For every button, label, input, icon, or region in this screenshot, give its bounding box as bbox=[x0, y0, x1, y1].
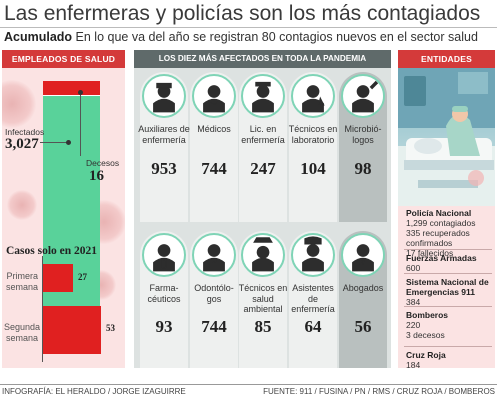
week-1-label-line2: semana bbox=[5, 282, 38, 292]
week-1-bar bbox=[43, 264, 73, 292]
week-2-label-line1: Segunda bbox=[4, 322, 41, 332]
entity-name: Sistema Nacional de Emergencias 911 bbox=[406, 277, 489, 297]
profession-value: 85 bbox=[254, 317, 272, 336]
entity-detail: 1,299 contagiados bbox=[406, 218, 476, 228]
entity-detail: 184 bbox=[406, 360, 421, 368]
profession-value: 98 bbox=[354, 159, 372, 178]
deaths-label: Decesos bbox=[86, 158, 120, 168]
entity-name: Cruz Roja bbox=[406, 350, 446, 360]
entity-item: Cruz Roja 184 bbox=[406, 350, 492, 368]
profession-label: Asistentes de enfermería bbox=[291, 283, 335, 314]
profession-label: Microbió-logos bbox=[344, 124, 382, 145]
pharmacist-icon bbox=[142, 233, 186, 277]
entity-divider bbox=[404, 346, 492, 347]
deaths-callout-line bbox=[80, 94, 81, 156]
entity-item: Sistema Nacional de Emergencias 911 384 bbox=[406, 277, 492, 307]
deaths-bar bbox=[43, 81, 100, 95]
profession-value: 247 bbox=[250, 159, 276, 178]
week-2-label: Segunda semana bbox=[4, 322, 41, 344]
entity-name: Fuerzas Armadas bbox=[406, 253, 477, 263]
footer-divider bbox=[0, 384, 497, 385]
entity-item: Policía Nacional 1,299 contagiados 335 rec… bbox=[406, 208, 492, 258]
entity-name: Policía Nacional bbox=[406, 208, 472, 218]
infected-callout-dot bbox=[66, 140, 71, 145]
profession-value: 93 bbox=[155, 317, 173, 336]
virus-decoration-icon bbox=[7, 190, 37, 220]
hospital-illustration bbox=[398, 68, 495, 206]
week-1-value: 27 bbox=[78, 272, 87, 282]
cases-2021-title: Casos solo en 2021 bbox=[6, 245, 98, 257]
entity-detail: 220 bbox=[406, 320, 421, 330]
week-1-label-line1: Primera bbox=[6, 271, 38, 281]
week-2-value: 53 bbox=[106, 323, 115, 333]
infected-callout-line bbox=[40, 142, 68, 143]
lawyer-icon bbox=[341, 233, 385, 277]
page-lead: Acumulado En lo que va del año se regist… bbox=[4, 30, 478, 44]
profession-value: 953 bbox=[151, 159, 177, 178]
nursing-assistant-icon bbox=[291, 233, 335, 277]
nurse-icon bbox=[241, 74, 285, 118]
week-2-bar bbox=[43, 306, 101, 354]
entities-panel: ENTIDADES Policía Nacional 1,299 contagia… bbox=[398, 50, 495, 368]
lead-text: En lo que va del año se registran 80 con… bbox=[75, 30, 478, 44]
health-employees-header: EMPLEADOS DE SALUD bbox=[2, 50, 125, 68]
profession-value: 104 bbox=[300, 159, 326, 178]
profession-value: 744 bbox=[201, 159, 227, 178]
profession-label: Técnicos en salud ambiental bbox=[238, 283, 288, 314]
infographic-credit: INFOGRAFÍA: EL HERALDO / JORGE IZAGUIRRE bbox=[2, 387, 186, 396]
entity-divider bbox=[404, 273, 492, 274]
dentist-icon bbox=[192, 233, 236, 277]
profession-label: Lic. en enfermería bbox=[241, 124, 285, 145]
doctor-icon bbox=[192, 74, 236, 118]
page-title: Las enfermeras y policías son los más co… bbox=[4, 2, 481, 25]
deaths-bar-edge bbox=[43, 95, 100, 96]
profession-label: Auxiliares de enfermería bbox=[138, 124, 190, 145]
infected-label: Infectados bbox=[5, 127, 45, 137]
environmental-technician-icon bbox=[241, 233, 285, 277]
top-ten-panel: LOS DIEZ MÁS AFECTADOS EN TODA LA PANDEM… bbox=[134, 50, 391, 368]
profession-value: 56 bbox=[354, 317, 372, 336]
profession-label: Abogados bbox=[342, 283, 384, 293]
profession-value: 744 bbox=[201, 317, 227, 336]
weeks-axis bbox=[42, 256, 43, 362]
profession-label: Farma-céuticos bbox=[147, 283, 181, 304]
lead-bold: Acumulado bbox=[4, 30, 73, 44]
top-ten-header: LOS DIEZ MÁS AFECTADOS EN TODA LA PANDEM… bbox=[134, 50, 391, 68]
hospital-photo bbox=[398, 68, 495, 206]
entity-detail: 384 bbox=[406, 297, 421, 307]
title-divider bbox=[0, 27, 497, 28]
microbiologist-icon bbox=[341, 74, 385, 118]
infected-value: 3,027 bbox=[5, 136, 39, 152]
nurse-assistant-icon bbox=[142, 74, 186, 118]
entity-detail: 3 decesos bbox=[406, 330, 445, 340]
entities-header: ENTIDADES bbox=[398, 50, 495, 68]
profession-label: Médicos bbox=[197, 124, 231, 134]
entity-divider bbox=[404, 249, 492, 250]
virus-decoration-icon bbox=[2, 80, 36, 128]
lab-technician-icon bbox=[291, 74, 335, 118]
week-1-label: Primera semana bbox=[4, 271, 38, 293]
entity-detail: 17 fallecidos bbox=[406, 248, 454, 258]
source-credit: FUENTE: 911 / FUSINA / PN / RMS / CRUZ R… bbox=[263, 387, 495, 396]
entity-detail: confirmados bbox=[406, 238, 453, 248]
entity-detail: 600 bbox=[406, 263, 421, 273]
entity-divider bbox=[404, 306, 492, 307]
week-2-label-line2: semana bbox=[5, 333, 38, 343]
entity-detail: 335 recuperados bbox=[406, 228, 470, 238]
entity-name: Bomberos bbox=[406, 310, 449, 320]
profession-label: Técnicos en laboratorio bbox=[288, 124, 338, 145]
deaths-value: 16 bbox=[89, 168, 104, 184]
deaths-callout-dot bbox=[78, 90, 83, 95]
entity-item: Fuerzas Armadas 600 bbox=[406, 253, 492, 273]
health-employees-panel: EMPLEADOS DE SALUD Infectados 3,027 Dece… bbox=[2, 50, 125, 368]
profession-label: Odontólo-gos bbox=[194, 283, 234, 304]
profession-value: 64 bbox=[304, 317, 322, 336]
entity-item: Bomberos 220 3 decesos bbox=[406, 310, 492, 340]
